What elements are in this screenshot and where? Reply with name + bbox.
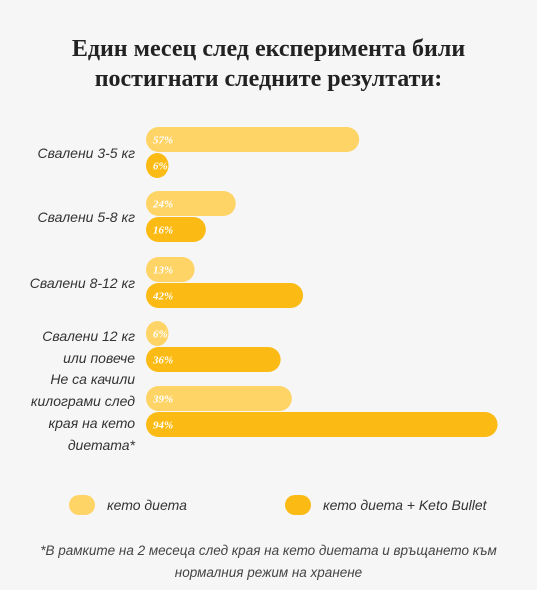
footnote-line-2: нормалния режим на хранене [174, 565, 363, 580]
category-label: Свалени 3-5 кг [5, 142, 135, 164]
legend-swatch-keto-diet [69, 495, 95, 515]
data-label: 6% [153, 329, 168, 341]
chart-title-line-1: Един месец след експеримента били [71, 36, 466, 62]
footnote: *В рамките на 2 месеца след края на кето… [0, 540, 537, 584]
bar [146, 191, 236, 216]
category-label-line: Свалени 8-12 кг [29, 275, 135, 291]
category-label-line: Свалени 3-5 кг [37, 145, 135, 161]
data-label: 24% [152, 199, 173, 211]
bar [146, 321, 169, 346]
category-label: Свалени 12 кг или повече [5, 325, 135, 369]
data-label: 6% [153, 161, 168, 173]
bar [146, 347, 281, 372]
category-label-line: Свалени 5-8 кг [37, 209, 135, 225]
legend-item-keto-bullet: кето диета + Keto Bullet [285, 493, 487, 517]
legend-item-keto-diet: кето диета [69, 493, 187, 517]
legend-swatch-keto-bullet [285, 495, 311, 515]
data-label: 94% [153, 420, 173, 432]
footnote-line-1: *В рамките на 2 месеца след края на кето… [40, 543, 497, 558]
bar [146, 386, 292, 411]
category-label-line: Свалени 12 кг [42, 328, 135, 344]
bar [146, 153, 169, 178]
category-label-line: Не са качили [50, 371, 135, 387]
legend-label-keto-bullet: кето диета + Keto Bullet [323, 497, 487, 513]
data-label: 57% [153, 135, 173, 147]
category-label: Свалени 8-12 кг [5, 272, 135, 294]
chart-title: Един месец след експеримента били постиг… [0, 34, 537, 94]
bar [146, 283, 304, 308]
category-label: Свалени 5-8 кг [5, 206, 135, 228]
data-label: 36% [152, 355, 173, 367]
category-label-line: диетата* [67, 437, 135, 453]
bar [146, 127, 360, 152]
chart-title-line-2: постигнати следните резултати: [94, 66, 443, 92]
data-label: 13% [153, 265, 173, 277]
data-label: 39% [152, 394, 173, 406]
data-label: 16% [153, 225, 173, 237]
bar [146, 412, 498, 437]
bar [146, 257, 195, 282]
category-label: Не са качили килограми след края на кето ди… [5, 368, 135, 456]
data-label: 42% [152, 291, 173, 303]
category-label-line: килограми след [30, 393, 135, 409]
bar [146, 217, 206, 242]
legend-label-keto-diet: кето диета [107, 497, 187, 513]
category-label-line: или повече [63, 350, 135, 366]
category-label-line: края на кето [48, 415, 135, 431]
